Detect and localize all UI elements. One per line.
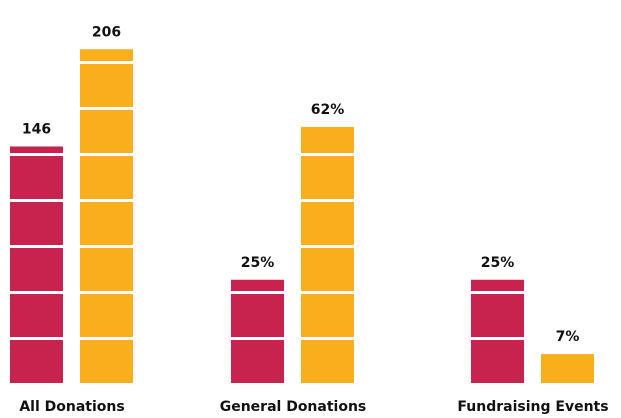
bar-block: [301, 294, 354, 337]
bar-block: [80, 202, 133, 245]
category-label: Fundraising Events: [457, 399, 608, 415]
bar-block: [471, 340, 524, 383]
bar-block: [231, 340, 284, 383]
bar-block: [10, 340, 63, 383]
bar: [471, 279, 524, 383]
bar-block: [80, 294, 133, 337]
category-label: General Donations: [220, 399, 367, 415]
bar: [541, 354, 594, 383]
value-label: 25%: [481, 255, 515, 271]
value-label: 146: [22, 121, 51, 137]
value-label: 206: [92, 24, 121, 40]
bar: [10, 146, 63, 383]
bar-block: [301, 340, 354, 383]
bar: [301, 126, 354, 383]
bar-block: [80, 340, 133, 383]
bar-block: [541, 354, 594, 383]
bar-block: [10, 248, 63, 291]
value-label: 7%: [556, 329, 580, 345]
bar-block: [301, 156, 354, 199]
value-label: 25%: [241, 255, 275, 271]
bar-block: [80, 110, 133, 153]
bar-block: [80, 156, 133, 199]
bar-block: [10, 146, 63, 153]
bar-block: [10, 202, 63, 245]
bar-block: [80, 49, 133, 61]
bar-block: [231, 294, 284, 337]
bar-block: [80, 64, 133, 107]
bar-block: [471, 294, 524, 337]
bar-block: [301, 248, 354, 291]
bar-block: [301, 126, 354, 153]
category-label: All Donations: [19, 399, 124, 415]
bar-block: [10, 156, 63, 199]
value-label: 62%: [311, 102, 345, 118]
bar: [80, 49, 133, 383]
bar-block: [80, 248, 133, 291]
bar-block: [231, 279, 284, 291]
bar-block: [471, 279, 524, 291]
bar-block: [301, 202, 354, 245]
bar: [231, 279, 284, 383]
bar-block: [10, 294, 63, 337]
